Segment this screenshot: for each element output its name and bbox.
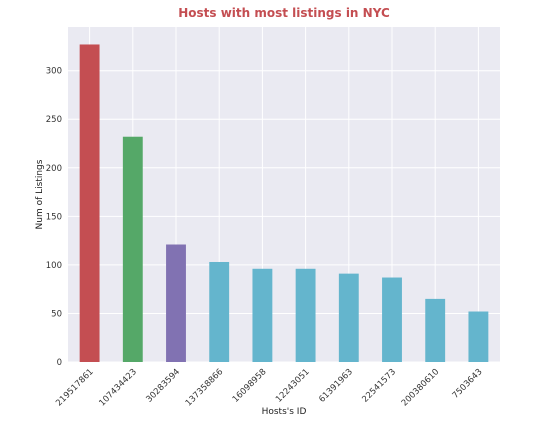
- bar-16098958: [252, 268, 273, 362]
- bar-200380610: [425, 298, 446, 362]
- y-tick-labels: 0 50 100 150 200 250 300: [46, 67, 62, 368]
- bar-219517861: [79, 44, 100, 362]
- y-axis-label: Num of Listings: [35, 159, 45, 229]
- x-tick-label: 200380610: [400, 367, 441, 408]
- x-tick-label: 16098958: [231, 367, 269, 405]
- y-tick-label: 50: [51, 309, 62, 319]
- y-tick-label: 100: [46, 261, 62, 271]
- y-tick-label: 300: [46, 67, 62, 77]
- y-tick-label: 250: [46, 115, 62, 125]
- bar-7503643: [468, 311, 489, 362]
- bar-61391963: [338, 273, 359, 362]
- bar-12243051: [295, 268, 316, 362]
- bars: [79, 44, 489, 362]
- y-tick-label: 150: [46, 212, 62, 222]
- x-tick-label: 12243051: [274, 367, 312, 405]
- chart-title: Hosts with most listings in NYC: [178, 6, 390, 20]
- x-tick-labels: 219517861 107434423 30283594 137358866 16098…: [54, 367, 484, 408]
- y-tick-label: 0: [57, 358, 62, 368]
- x-tick-label: 61391963: [317, 367, 355, 405]
- x-tick-label: 22541573: [360, 367, 398, 405]
- x-axis-label: Hosts's ID: [262, 407, 307, 417]
- bar-30283594: [166, 244, 186, 362]
- x-tick-label: 137358866: [184, 367, 225, 408]
- bar-22541573: [382, 277, 402, 362]
- x-tick-label: 30283594: [144, 367, 182, 405]
- x-tick-label: 7503643: [451, 367, 485, 401]
- x-tick-label: 107434423: [97, 367, 138, 408]
- bar-107434423: [122, 136, 143, 362]
- x-tick-label: 219517861: [54, 367, 95, 408]
- y-tick-label: 200: [46, 164, 62, 174]
- bar-137358866: [209, 261, 230, 362]
